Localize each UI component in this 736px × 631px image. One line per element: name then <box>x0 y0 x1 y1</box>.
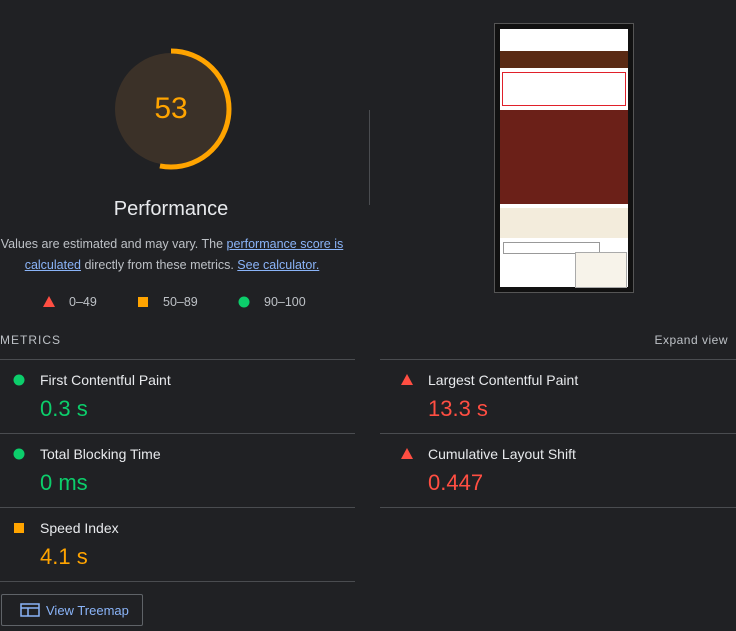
metric-value: 0 ms <box>40 470 88 495</box>
expand-toggle[interactable]: Expand view <box>654 333 728 347</box>
rating-icon <box>238 296 250 308</box>
link[interactable]: performance score is calculated <box>24 237 344 272</box>
score: 53 <box>154 92 187 125</box>
screenshot <box>494 23 634 293</box>
separator <box>0 359 355 360</box>
metric-title: First Contentful Paint <box>40 372 171 388</box>
metric-value: 4.1 s <box>40 544 88 569</box>
gauge-arc <box>110 48 232 170</box>
metric-title: Total Blocking Time <box>40 446 161 462</box>
text: Values are estimated and may vary. The <box>0 237 227 251</box>
metric-value: 0.447 <box>428 470 484 495</box>
legend-label: 90–100 <box>264 295 306 309</box>
thumb-search <box>503 242 600 254</box>
button-label: View Treemap <box>46 603 129 618</box>
rating-icon <box>14 523 24 533</box>
rating-icon <box>43 296 55 307</box>
metric-value: 13.3 s <box>428 396 488 421</box>
separator <box>0 507 355 508</box>
treemap-button[interactable]: View Treemap <box>1 594 143 626</box>
link[interactable]: See calculator. <box>237 258 320 272</box>
divider <box>369 110 370 205</box>
rating-icon <box>401 448 413 459</box>
rating-icon <box>138 297 148 307</box>
gauge: 53 <box>110 48 232 170</box>
separator <box>380 433 736 434</box>
rating-icon <box>401 374 413 385</box>
gauge-label: Performance <box>113 198 229 220</box>
thumb-chat <box>575 252 627 288</box>
metric-value: 0.3 s <box>40 396 88 421</box>
rating-icon <box>13 448 25 460</box>
metrics-heading: METRICS <box>0 333 61 347</box>
thumb-banner <box>502 72 626 106</box>
legend-label: 50–89 <box>163 295 198 309</box>
treemap-icon <box>20 603 40 617</box>
separator <box>0 433 355 434</box>
disclaimer: Values are estimated and may vary. The p… <box>0 234 344 276</box>
text: directly from these metrics. <box>81 258 238 272</box>
gauge-bg <box>115 53 227 165</box>
legend-label: 0–49 <box>69 295 97 309</box>
metric-title: Largest Contentful Paint <box>428 372 579 388</box>
thumb-hero <box>500 110 628 204</box>
thumb-nav <box>500 51 628 68</box>
thumb-award <box>500 208 628 238</box>
metric-title: Speed Index <box>40 520 119 536</box>
separator <box>0 581 355 582</box>
separator <box>380 507 736 508</box>
separator <box>380 359 736 360</box>
metric-title: Cumulative Layout Shift <box>428 446 576 462</box>
rating-icon <box>13 374 25 386</box>
